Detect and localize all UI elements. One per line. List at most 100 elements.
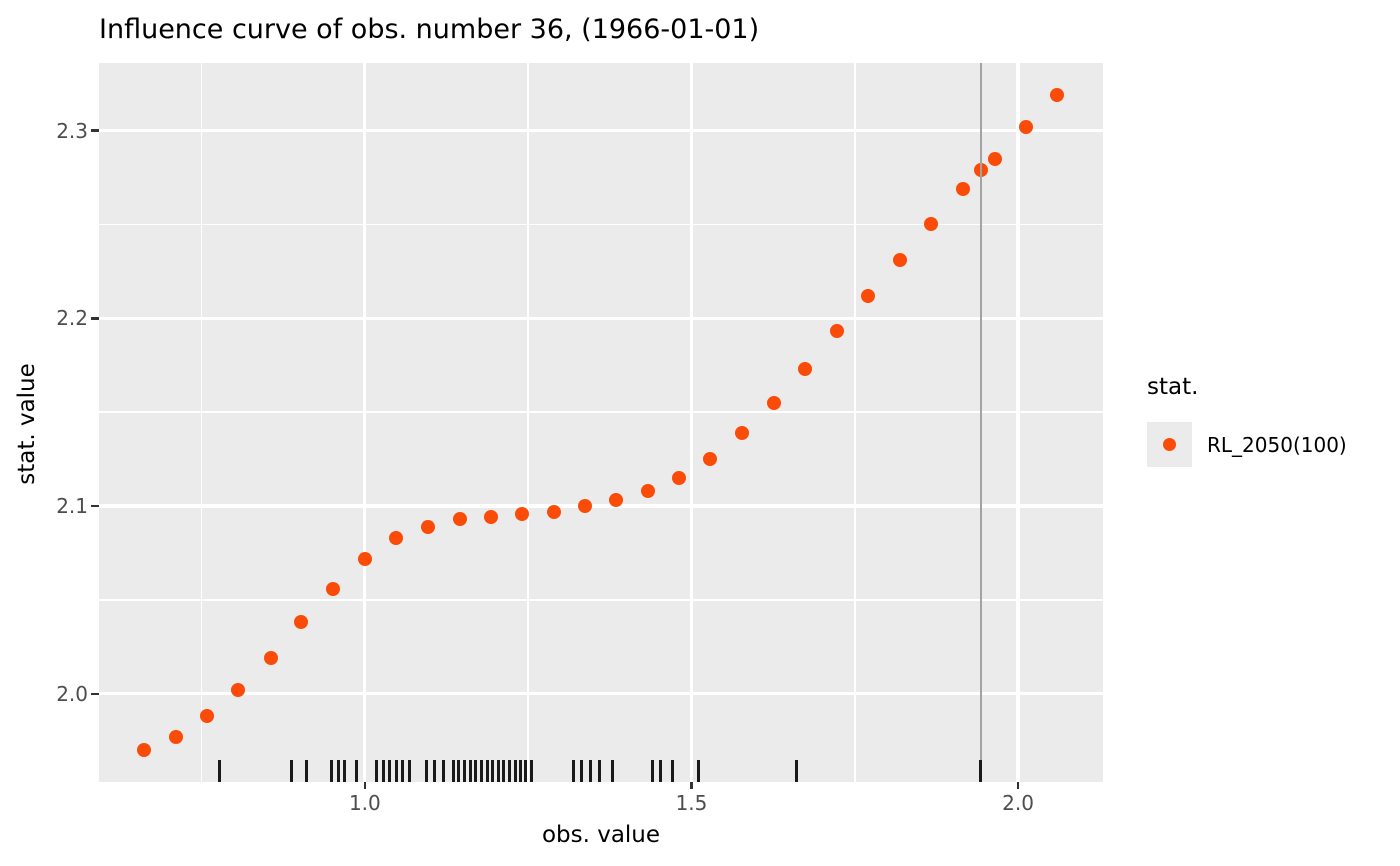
- rug-mark: [401, 760, 405, 782]
- gridline-x-minor: [527, 63, 529, 782]
- data-point: [421, 519, 436, 534]
- data-point: [1049, 87, 1064, 102]
- legend-key: [1147, 422, 1192, 467]
- rug-mark: [589, 760, 593, 782]
- rug-mark: [469, 760, 473, 782]
- rug-mark: [571, 760, 575, 782]
- data-point: [892, 253, 907, 268]
- gridline-y-major: [99, 504, 1103, 508]
- legend-title: stat.: [1147, 374, 1199, 400]
- rug-mark: [218, 760, 222, 782]
- data-point: [483, 510, 498, 525]
- rug-mark: [529, 760, 533, 782]
- y-axis-tick: [91, 692, 99, 696]
- rug-mark: [671, 760, 675, 782]
- data-point: [231, 683, 246, 697]
- data-point: [137, 743, 152, 758]
- y-axis-tick: [91, 504, 99, 508]
- data-point: [294, 615, 309, 630]
- y-tick-label: 2.1: [56, 494, 88, 519]
- data-point: [169, 729, 184, 744]
- data-point: [702, 452, 717, 467]
- x-axis-tick: [1016, 782, 1020, 789]
- rug-mark: [610, 760, 614, 782]
- data-point: [860, 288, 875, 303]
- gridline-x-major: [689, 63, 694, 782]
- rug-mark: [480, 760, 484, 782]
- rug-mark: [524, 760, 528, 782]
- plot-panel: [99, 63, 1103, 782]
- data-point: [734, 425, 749, 440]
- rug-mark: [507, 760, 511, 782]
- gridline-y-major: [99, 128, 1103, 133]
- x-tick-label: 2.0: [1002, 791, 1034, 815]
- rug-mark: [433, 760, 437, 782]
- data-point: [830, 324, 845, 339]
- rug-mark: [502, 760, 506, 782]
- rug-mark: [491, 760, 495, 782]
- plot-title: Influence curve of obs. number 36, (1966…: [99, 14, 760, 45]
- rug-mark: [795, 760, 799, 782]
- data-point: [389, 530, 404, 545]
- legend-point-icon: [1163, 438, 1176, 451]
- rug-mark: [597, 760, 601, 782]
- rug-mark: [463, 760, 467, 782]
- data-point: [546, 504, 561, 519]
- rug-mark: [441, 760, 445, 782]
- data-point: [577, 499, 592, 514]
- gridline-y-minor: [99, 599, 1103, 601]
- y-axis-tick: [91, 317, 99, 320]
- legend-item-label: RL_2050(100): [1207, 433, 1347, 457]
- rug-mark: [513, 760, 517, 782]
- rug-mark: [658, 760, 662, 782]
- y-tick-label: 2.3: [56, 118, 88, 143]
- data-point: [200, 709, 215, 724]
- data-point: [452, 512, 467, 527]
- rug-mark: [395, 760, 399, 782]
- y-axis-title: stat. value: [14, 363, 40, 485]
- gridline-x-major: [1016, 63, 1020, 782]
- rug-mark: [485, 760, 489, 782]
- x-axis-tick: [690, 782, 693, 789]
- rug-mark: [979, 760, 983, 782]
- observation-vline: [979, 63, 983, 782]
- rug-mark: [696, 760, 700, 782]
- gridline-y-major: [99, 316, 1103, 320]
- data-point: [357, 551, 372, 566]
- rug-mark: [375, 760, 379, 782]
- data-point: [924, 217, 939, 232]
- rug-mark: [330, 760, 334, 782]
- data-point: [263, 651, 278, 666]
- x-axis-title: obs. value: [541, 822, 661, 848]
- rug-mark: [496, 760, 500, 782]
- gridline-y-major: [99, 692, 1103, 696]
- data-point: [987, 151, 1002, 166]
- gridline-x-minor: [853, 63, 856, 782]
- data-point: [514, 506, 529, 521]
- rug-mark: [290, 760, 294, 782]
- x-tick-label: 1.5: [675, 791, 708, 815]
- x-axis-tick: [363, 782, 367, 789]
- rug-mark: [343, 760, 347, 782]
- rug-mark: [424, 760, 428, 782]
- data-point: [325, 581, 340, 596]
- rug-mark: [518, 760, 522, 782]
- gridline-y-minor: [99, 411, 1103, 413]
- gridline-y-minor: [99, 223, 1103, 226]
- y-tick-label: 2.2: [56, 306, 88, 331]
- rug-mark: [407, 760, 411, 782]
- data-point: [766, 395, 781, 410]
- data-point: [608, 493, 623, 508]
- y-axis-tick: [91, 129, 99, 132]
- gridline-x-minor: [200, 63, 203, 782]
- x-tick-label: 1.0: [348, 791, 381, 815]
- y-tick-label: 2.0: [56, 681, 88, 706]
- rug-mark: [451, 760, 455, 782]
- rug-mark: [336, 760, 340, 782]
- rug-mark: [354, 760, 358, 782]
- data-point: [798, 361, 813, 376]
- rug-mark: [304, 760, 308, 782]
- data-point: [640, 484, 655, 499]
- data-point: [956, 181, 971, 196]
